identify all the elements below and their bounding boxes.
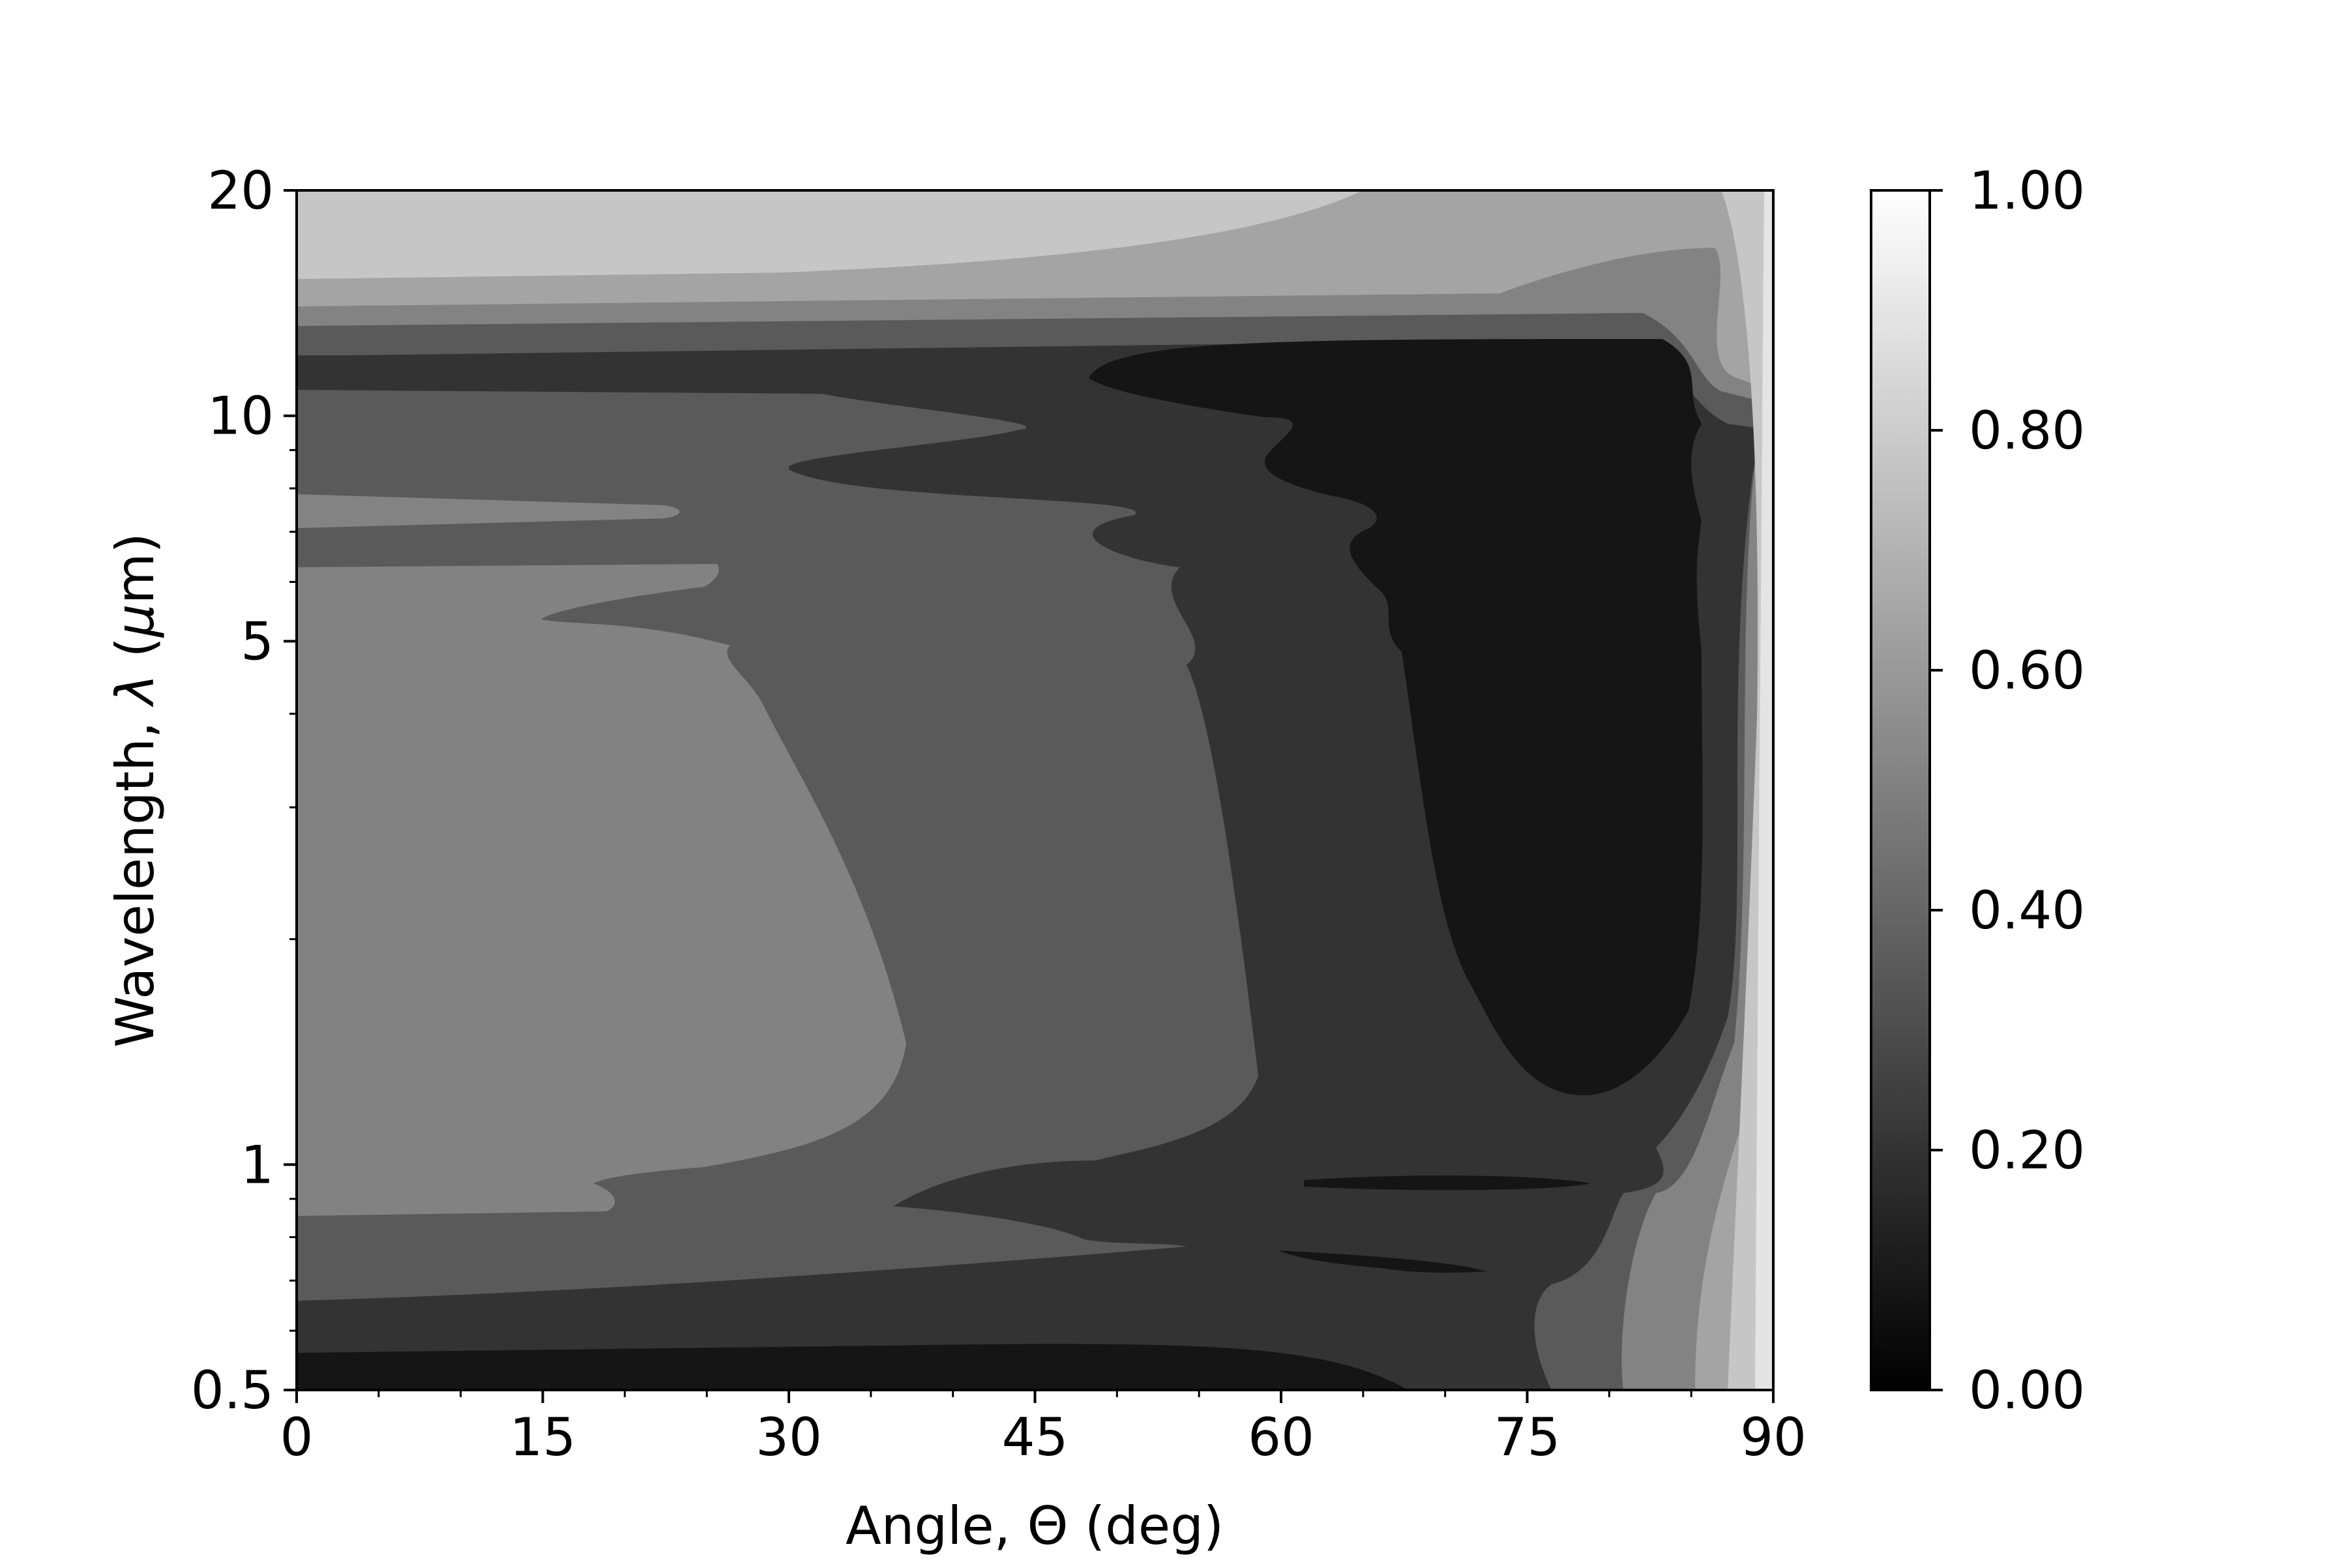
x-tick-label: 45: [1002, 1407, 1069, 1468]
x-tick-label: 0: [280, 1407, 314, 1468]
band-mid-left: [297, 564, 906, 1216]
band-minimum-right: [1089, 339, 1703, 1095]
x-tick-label: 75: [1494, 1407, 1561, 1468]
colorbar-tick-label: 1.00: [1969, 160, 2085, 221]
band-top-left-dark: [297, 355, 821, 390]
colorbar-tick-label: 0.40: [1969, 880, 2085, 941]
band-inner-lightbar: [297, 494, 680, 528]
band-bottom-dark: [297, 1344, 1408, 1390]
y-ticks: [284, 189, 297, 1391]
colorbar: [1870, 189, 1931, 1391]
x-tick-label: 90: [1740, 1407, 1807, 1468]
band-minimum-lower-2: [1278, 1250, 1486, 1273]
x-ticks: [295, 1390, 1775, 1403]
y-tick-label: 0.5: [191, 1360, 274, 1421]
x-axis-label: Angle, Θ (deg): [846, 1496, 1224, 1556]
colorbar-tick-label: 0.60: [1969, 640, 2085, 701]
x-tick-labels: 0 15 30 45 60 75 90: [280, 1407, 1807, 1468]
x-tick-label: 15: [510, 1407, 576, 1468]
colorbar-tick-labels: 0.00 0.20 0.40 0.60 0.80 1.00: [1969, 160, 2085, 1421]
y-tick-label: 10: [207, 386, 274, 447]
x-tick-label: 60: [1248, 1407, 1314, 1468]
colorbar-tick-label: 0.20: [1969, 1120, 2085, 1181]
colorbar-tick-label: 0.80: [1969, 400, 2085, 461]
band-minimum-lower-1: [1304, 1176, 1591, 1191]
y-tick-labels: 0.5 1 5 10 20: [191, 160, 274, 1421]
band-right-edge-5: [1755, 190, 1773, 1390]
y-tick-label: 20: [207, 160, 274, 221]
x-tick-label: 30: [756, 1407, 822, 1468]
y-minor-ticks: [289, 449, 297, 1332]
y-axis-label: Wavelength, λ (μm): [105, 533, 166, 1047]
contour-bands: [297, 190, 1773, 1390]
colorbar-ticks: [1930, 189, 1943, 1391]
colorbar-tick-label: 0.00: [1969, 1360, 2085, 1421]
y-tick-label: 5: [241, 611, 274, 672]
y-tick-label: 1: [241, 1134, 274, 1195]
